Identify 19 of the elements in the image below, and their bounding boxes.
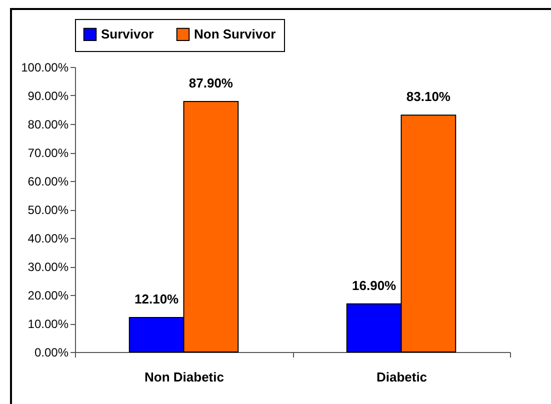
y-tick-label: 10.00% <box>28 317 69 331</box>
data-label: 87.90% <box>188 75 234 90</box>
data-label: 83.10% <box>406 89 451 104</box>
y-tick-label: 20.00% <box>28 288 69 302</box>
legend-label: Non Survivor <box>194 26 276 42</box>
y-tick-label: 70.00% <box>28 146 69 160</box>
y-tick-label: 80.00% <box>28 118 69 132</box>
legend-label: Survivor <box>101 26 154 42</box>
data-label: 12.10% <box>134 292 180 307</box>
y-tick-label: 100.00% <box>21 60 69 74</box>
data-label: 16.90% <box>352 278 397 293</box>
y-tick-label: 0.00% <box>34 346 69 360</box>
y-tick-label: 60.00% <box>28 174 69 188</box>
x-tick-label: Non Diabetic <box>144 370 224 384</box>
y-tick-label: 30.00% <box>28 260 69 274</box>
y-tick-label: 90.00% <box>28 89 69 103</box>
x-tick-label: Diabetic <box>376 370 428 384</box>
y-tick-label: 40.00% <box>28 232 69 246</box>
y-tick-label: 50.00% <box>28 203 69 217</box>
